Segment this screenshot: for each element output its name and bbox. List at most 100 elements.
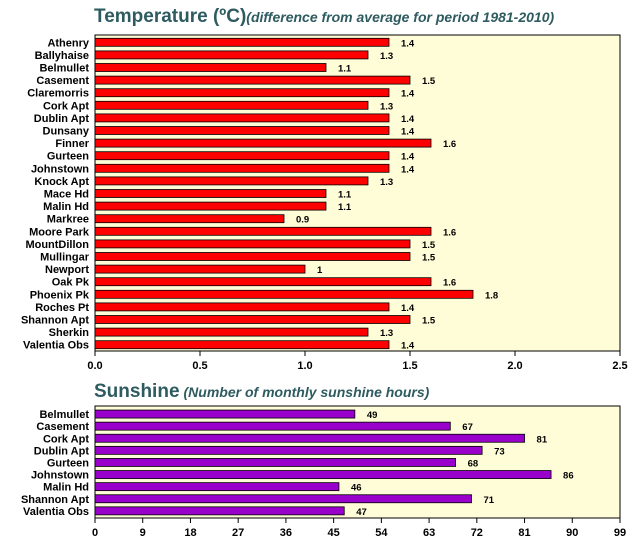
sunshine-category-label: Malin Hd	[43, 482, 89, 494]
temperature-category-label: Cork Apt	[43, 100, 89, 112]
temperature-category-label: Claremorris	[27, 88, 89, 100]
sunshine-tick-label: 45	[328, 527, 340, 539]
temperature-bar	[94, 214, 285, 224]
sunshine-category-label: Dublin Apt	[34, 445, 90, 457]
temperature-category-label: Sherkin	[49, 327, 90, 339]
temperature-bar	[94, 151, 390, 161]
sunshine-category-label: Gurteen	[47, 457, 89, 469]
temperature-bar	[94, 189, 327, 198]
temperature-bar	[94, 201, 327, 211]
temperature-category-label: Shannon Apt	[21, 315, 89, 327]
temperature-chart: Temperature (ºC)(difference from average…	[21, 6, 628, 372]
temperature-value-label: 1.5	[422, 240, 436, 251]
temperature-value-label: 1.6	[443, 139, 456, 150]
sunshine-tick-label: 81	[518, 527, 530, 539]
sunshine-tick-label: 63	[423, 527, 435, 539]
temperature-tick-label: 1.0	[297, 360, 312, 372]
temperature-category-label: Knock Apt	[34, 176, 89, 188]
temperature-bar	[94, 226, 432, 236]
temperature-value-label: 1.5	[422, 76, 436, 87]
temperature-value-label: 1.4	[401, 114, 415, 125]
sunshine-value-label: 81	[537, 434, 548, 445]
temperature-value-label: 1.5	[422, 316, 436, 327]
temperature-value-label: 1.4	[401, 164, 415, 175]
temperature-value-label: 1	[317, 265, 323, 276]
temperature-bar	[94, 163, 390, 173]
temperature-value-label: 1.8	[485, 290, 498, 301]
temperature-bar	[94, 340, 390, 350]
sunshine-category-label: Johnstown	[31, 470, 89, 482]
sunshine-value-label: 68	[468, 458, 479, 469]
temperature-category-label: Casement	[36, 75, 89, 87]
temperature-bar	[94, 239, 411, 249]
sunshine-bar	[94, 421, 451, 431]
sunshine-value-label: 67	[462, 422, 473, 433]
sunshine-bar	[94, 506, 345, 516]
temperature-category-label: Oak Pk	[52, 277, 90, 289]
sunshine-value-label: 86	[563, 471, 574, 482]
temperature-bar	[94, 264, 306, 274]
sunshine-category-label: Cork Apt	[43, 433, 89, 445]
sunshine-tick-label: 90	[566, 527, 578, 539]
temperature-bar	[94, 37, 390, 47]
temperature-chart-subtitle: (difference from average for period 1981…	[246, 9, 554, 25]
temperature-value-label: 1.3	[380, 101, 393, 112]
temperature-category-label: Ballyhaise	[35, 50, 89, 62]
sunshine-value-label: 71	[484, 495, 495, 506]
temperature-bar	[94, 327, 369, 337]
sunshine-value-label: 73	[494, 446, 505, 457]
sunshine-bar	[94, 482, 340, 492]
temperature-tick-label: 1.5	[402, 360, 417, 372]
temperature-value-label: 1.1	[338, 202, 352, 213]
sunshine-bar	[94, 433, 525, 443]
temperature-bar	[94, 126, 390, 135]
temperature-bar	[94, 277, 432, 287]
sunshine-tick-label: 0	[92, 527, 98, 539]
temperature-value-label: 1.5	[422, 253, 436, 264]
temperature-bar	[94, 138, 432, 148]
temperature-value-label: 1.1	[338, 64, 352, 75]
sunshine-category-label: Casement	[36, 421, 89, 433]
sunshine-bar	[94, 494, 472, 504]
temperature-tick-label: 2.0	[507, 360, 522, 372]
sunshine-tick-label: 99	[614, 527, 626, 539]
temperature-tick-label: 0.5	[192, 360, 207, 372]
sunshine-tick-label: 72	[471, 527, 483, 539]
sunshine-tick-label: 9	[140, 527, 146, 539]
temperature-value-label: 0.9	[296, 215, 309, 226]
temperature-bar	[94, 50, 369, 60]
temperature-value-label: 1.1	[338, 190, 352, 201]
temperature-category-label: Malin Hd	[43, 201, 89, 213]
temperature-value-label: 1.4	[401, 341, 415, 352]
temperature-bar	[94, 176, 369, 186]
temperature-bar	[94, 63, 327, 72]
sunshine-category-label: Shannon Apt	[21, 494, 89, 506]
temperature-category-label: Athenry	[47, 37, 89, 49]
temperature-value-label: 1.6	[443, 227, 456, 238]
temperature-category-label: Valentia Obs	[23, 340, 89, 352]
temperature-category-label: MountDillon	[25, 239, 89, 251]
temperature-category-label: Finner	[55, 138, 89, 150]
temperature-chart-title: Temperature (ºC)	[94, 6, 246, 27]
temperature-category-label: Dunsany	[43, 126, 90, 138]
temperature-category-label: Newport	[45, 264, 89, 276]
temperature-category-label: Gurteen	[47, 151, 89, 163]
sunshine-tick-label: 18	[184, 527, 196, 539]
sunshine-chart-subtitle: (Number of monthly sunshine hours)	[184, 384, 430, 400]
temperature-category-label: Mace Hd	[44, 189, 89, 201]
temperature-category-label: Roches Pt	[35, 302, 89, 314]
sunshine-tick-label: 54	[375, 527, 388, 539]
sunshine-category-label: Belmullet	[39, 409, 89, 421]
temperature-value-label: 1.3	[380, 177, 393, 188]
temperature-category-label: Johnstown	[31, 163, 89, 175]
temperature-bar	[94, 315, 411, 324]
temperature-bar	[94, 75, 411, 85]
temperature-tick-label: 2.5	[612, 360, 627, 372]
temperature-category-label: Phoenix Pk	[30, 289, 90, 301]
sunshine-category-label: Valentia Obs	[23, 506, 89, 518]
sunshine-bar	[94, 458, 457, 467]
temperature-category-label: Moore Park	[29, 226, 90, 238]
temperature-value-label: 1.6	[443, 278, 456, 289]
temperature-category-label: Dublin Apt	[34, 113, 90, 125]
